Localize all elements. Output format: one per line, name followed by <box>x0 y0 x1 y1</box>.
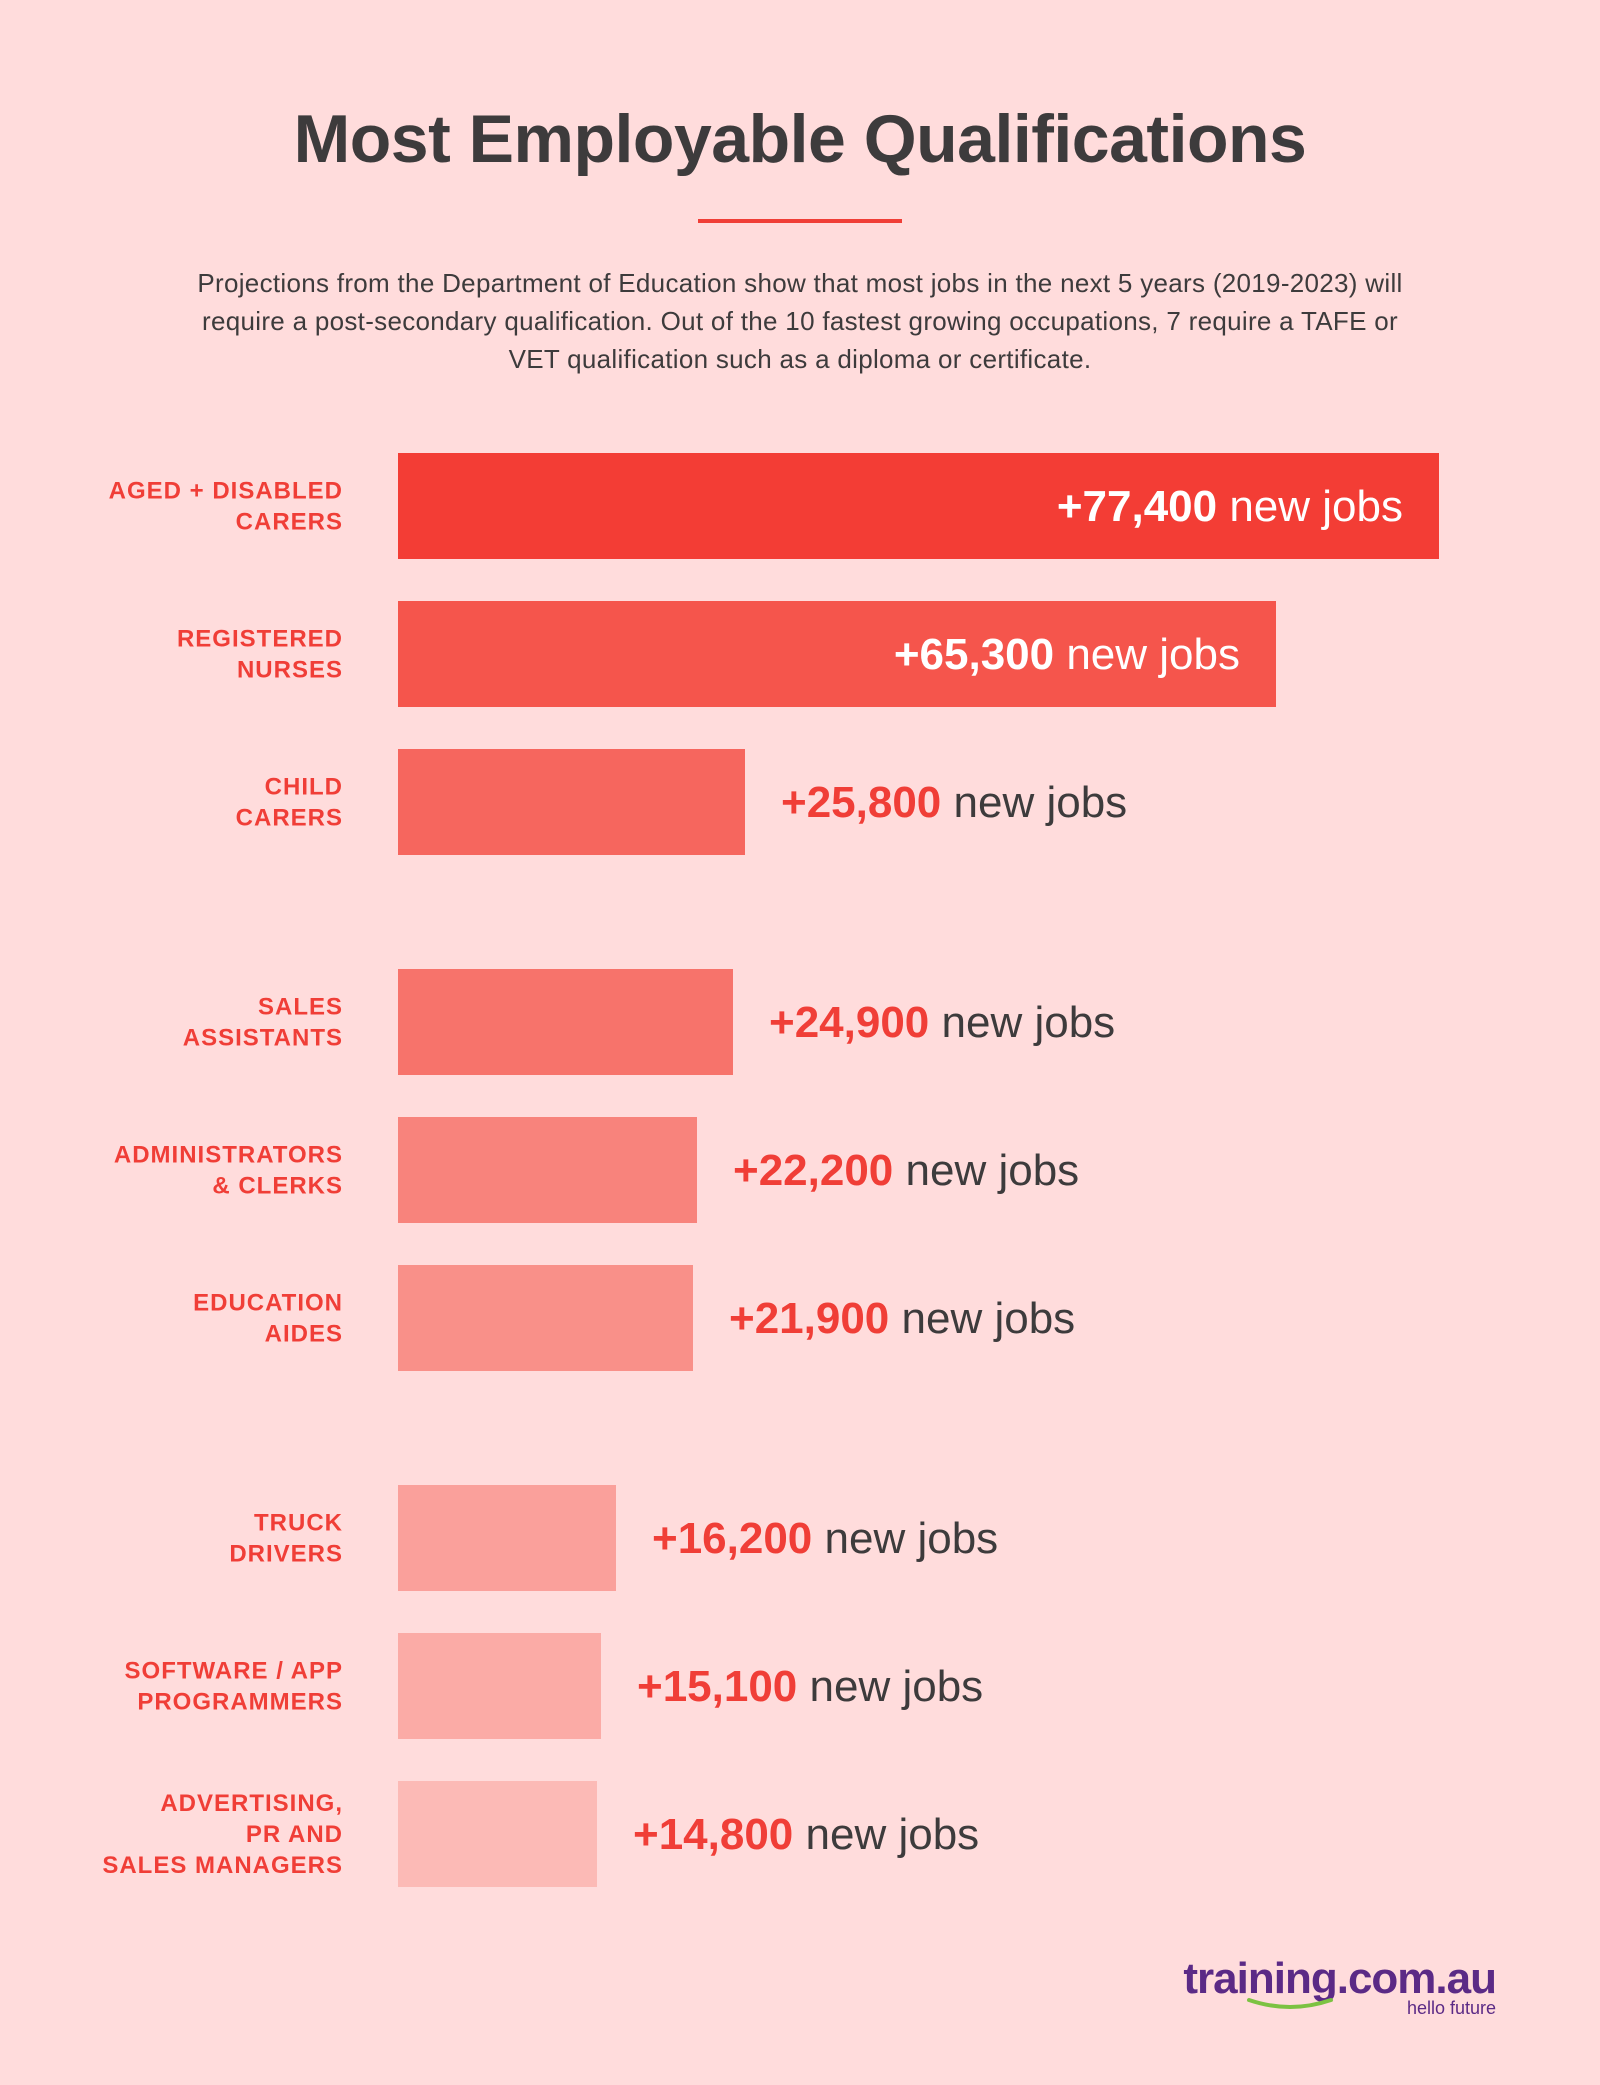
bar-3 <box>398 749 745 855</box>
bar-2 <box>398 601 1276 707</box>
bar-4 <box>398 969 733 1075</box>
bar-9 <box>398 1781 597 1887</box>
logo-tagline: hello future <box>1406 1998 1496 2018</box>
value-label: +77,400 new jobs <box>1057 482 1403 531</box>
category-label: ADVERTISING, PR AND SALES MANAGERS <box>102 1790 343 1879</box>
value-label: +22,200 new jobs <box>733 1146 1079 1195</box>
category-label: ADMINISTRATORS & CLERKS <box>114 1142 343 1200</box>
value-label: +65,300 new jobs <box>894 630 1240 679</box>
category-label: SALES ASSISTANTS <box>183 994 343 1052</box>
logo-wordmark: training.com.au <box>1183 1954 1497 2003</box>
intro-paragraph: Projections from the Department of Educa… <box>197 268 1403 374</box>
value-label: +24,900 new jobs <box>769 998 1115 1047</box>
bar-8 <box>398 1633 601 1739</box>
category-label: REGISTERED NURSES <box>177 626 343 684</box>
value-label: +14,800 new jobs <box>633 1810 979 1859</box>
value-label: +15,100 new jobs <box>637 1662 983 1711</box>
bar-5 <box>398 1117 697 1223</box>
title-underline <box>698 219 902 223</box>
category-label: EDUCATION AIDES <box>193 1290 343 1348</box>
category-label: AGED + DISABLED CARERS <box>109 478 343 536</box>
smile-swoosh-icon <box>1247 1998 1334 2009</box>
value-label: +25,800 new jobs <box>781 778 1127 827</box>
category-label: SOFTWARE / APP PROGRAMMERS <box>125 1658 343 1716</box>
bar-6 <box>398 1265 693 1371</box>
page-title: Most Employable Qualifications <box>293 101 1307 177</box>
bar-7 <box>398 1485 616 1591</box>
bar-1 <box>398 453 1439 559</box>
value-label: +21,900 new jobs <box>729 1294 1075 1343</box>
value-label: +16,200 new jobs <box>652 1514 998 1563</box>
category-label: TRUCK DRIVERS <box>229 1510 343 1568</box>
brand-logo[interactable]: training.com.au hello future <box>1183 1954 1497 2019</box>
bar-chart: AGED + DISABLED CARERS +77,400 new jobs REG… <box>102 453 1439 1887</box>
category-label: CHILD CARERS <box>236 774 343 832</box>
